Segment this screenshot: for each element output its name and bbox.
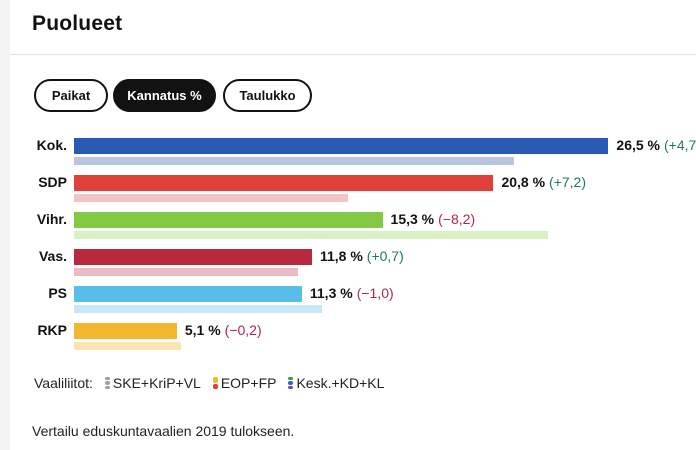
value-label: 15,3 % [390, 211, 435, 227]
legend-item-ske: SKE+KriP+VL [104, 375, 201, 391]
tab-taulukko[interactable]: Taulukko [223, 79, 312, 112]
change-label: (−1,0) [356, 285, 394, 301]
change-label: (+7,2) [549, 174, 587, 190]
alliance-swatch-icon [104, 377, 110, 390]
chart-row: SDP 20,8 % (+7,2) [10, 167, 696, 202]
legend-item-label: Kesk.+KD+KL [296, 375, 385, 391]
swatch-stripe [288, 377, 294, 381]
comparison-note: Vertailu eduskuntavaalien 2019 tulokseen… [32, 423, 295, 439]
current-result-bar [74, 323, 177, 339]
swatch-stripe [104, 377, 110, 381]
swatch-stripe [288, 381, 294, 385]
legend-label: Vaaliliitot: [34, 375, 93, 391]
chart-row: PS 11,3 % (−1,0) [10, 278, 696, 313]
change-label: (−8,2) [438, 211, 476, 227]
change-label: (+0,7) [366, 248, 404, 264]
party-label: SDP [38, 174, 67, 190]
value-label-group: 5,1 % (−0,2) [185, 322, 262, 338]
party-label: RKP [37, 322, 67, 338]
legend-item-kesk: Kesk.+KD+KL [288, 375, 384, 391]
value-label-group: 11,8 % (+0,7) [320, 248, 404, 264]
previous-result-bar [74, 305, 323, 313]
current-result-bar [74, 286, 302, 302]
current-result-bar [74, 212, 383, 228]
legend-item-label: EOP+FP [220, 375, 277, 391]
value-label-group: 20,8 % (+7,2) [501, 174, 586, 190]
legend-item-eop: EOP+FP [212, 375, 277, 391]
chart-row: Vas. 11,8 % (+0,7) [10, 241, 696, 276]
current-result-bar [74, 138, 609, 154]
value-label: 11,8 % [319, 248, 363, 264]
previous-result-bar [74, 157, 514, 165]
swatch-stripe [104, 385, 110, 389]
swatch-stripe [212, 383, 218, 389]
alliance-swatch-icon [288, 377, 294, 390]
party-label: PS [48, 285, 67, 301]
value-label: 5,1 % [184, 322, 221, 338]
card-title: Puolueet [32, 12, 123, 35]
party-label: Vihr. [36, 211, 67, 227]
value-label-group: 11,3 % (−1,0) [310, 285, 394, 301]
alliances-legend: Vaaliliitot: SKE+KriP+VL EOP+FP Kesk.+KD… [34, 375, 384, 391]
value-label-group: 15,3 % (−8,2) [391, 211, 476, 227]
previous-result-bar [74, 231, 548, 239]
value-label: 26,5 % [616, 137, 660, 153]
change-label: (−0,2) [224, 322, 262, 338]
chart-row: RKP 5,1 % (−0,2) [10, 315, 696, 350]
party-label: Vas. [38, 248, 67, 264]
chart-row: Kok. 26,5 %(+4,7) [10, 130, 696, 165]
previous-result-bar [74, 194, 349, 202]
chart-row: Vihr. 15,3 % (−8,2) [10, 204, 696, 239]
party-label: Kok. [36, 137, 67, 153]
swatch-stripe [212, 377, 218, 383]
value-label: 11,3 % [309, 285, 353, 301]
support-bar-chart: Kok. 26,5 %(+4,7) SDP 20,8 %(+7,2) Vihr. 15,3… [10, 130, 696, 360]
swatch-stripe [104, 381, 110, 385]
swatch-stripe [288, 385, 294, 389]
current-result-bar [74, 249, 312, 265]
previous-result-bar [74, 342, 181, 350]
alliance-swatch-icon [212, 377, 218, 390]
current-result-bar [74, 175, 494, 191]
card-header: Puolueet [10, 0, 696, 55]
change-label: (+4,7) [664, 137, 696, 153]
value-label: 20,8 % [501, 174, 546, 190]
tab-kannatus[interactable]: Kannatus % [113, 79, 216, 112]
parties-card: Puolueet Paikat Kannatus % Taulukko Kok.… [10, 0, 696, 450]
previous-result-bar [74, 268, 298, 276]
legend-item-label: SKE+KriP+VL [112, 375, 201, 391]
value-label-group: 26,5 %(+4,7) [616, 137, 696, 153]
tab-paikat[interactable]: Paikat [34, 79, 108, 112]
